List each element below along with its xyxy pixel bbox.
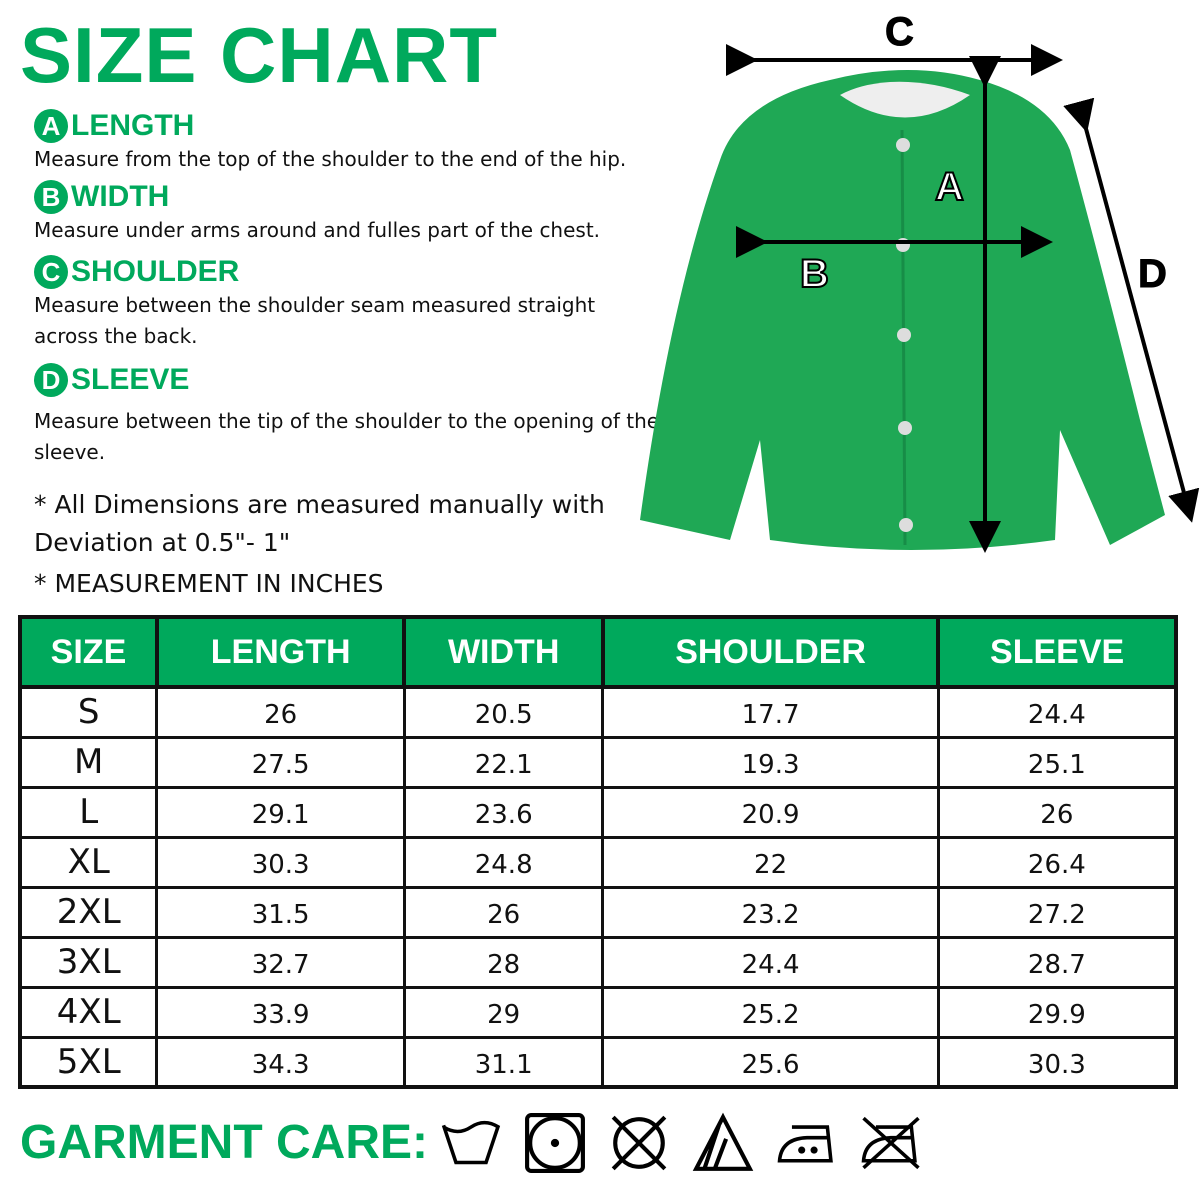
section-length: A LENGTH Measure from the top of the shou… bbox=[34, 108, 626, 175]
label-a: A bbox=[935, 165, 964, 209]
badge-a: A bbox=[34, 109, 68, 143]
table-row: L 29.1 23.6 20.9 26 bbox=[18, 785, 1178, 839]
bleach-icon bbox=[692, 1112, 754, 1171]
measure-cell: 23.2 bbox=[601, 885, 940, 939]
measure-cell: 20.5 bbox=[402, 685, 605, 739]
section-heading: SHOULDER bbox=[71, 255, 240, 288]
label-d: D bbox=[1138, 252, 1167, 296]
section-heading: SLEEVE bbox=[71, 363, 190, 396]
section-shoulder: C SHOULDER Measure between the shoulder s… bbox=[34, 254, 664, 352]
header-shoulder: SHOULDER bbox=[600, 615, 941, 689]
size-cell: 4XL bbox=[18, 985, 159, 1039]
table-row: XL 30.3 24.8 22 26.4 bbox=[18, 835, 1178, 889]
table-row: 4XL 33.9 29 25.2 29.9 bbox=[18, 985, 1178, 1039]
table-row: M 27.5 22.1 19.3 25.1 bbox=[18, 735, 1178, 789]
table-row: 5XL 34.3 31.1 25.6 30.3 bbox=[18, 1035, 1178, 1089]
measure-cell: 32.7 bbox=[155, 935, 406, 989]
measure-cell: 27.5 bbox=[155, 735, 406, 789]
measure-cell: 33.9 bbox=[155, 985, 406, 1039]
size-cell: 5XL bbox=[18, 1035, 159, 1089]
measure-cell: 25.2 bbox=[601, 985, 940, 1039]
size-cell: 2XL bbox=[18, 885, 159, 939]
measure-cell: 23.6 bbox=[402, 785, 605, 839]
size-table: SIZE LENGTH WIDTH SHOULDER SLEEVE S 26 20.… bbox=[18, 615, 1178, 1089]
header-length: LENGTH bbox=[154, 615, 407, 689]
measure-cell: 26 bbox=[402, 885, 605, 939]
badge-b: B bbox=[34, 180, 68, 214]
measure-cell: 26 bbox=[155, 685, 406, 739]
section-sleeve: D SLEEVE Measure between the tip of the s… bbox=[34, 362, 664, 468]
measure-cell: 24.8 bbox=[402, 835, 605, 889]
measure-cell: 29 bbox=[402, 985, 605, 1039]
measure-cell: 31.1 bbox=[402, 1035, 605, 1089]
measure-cell: 24.4 bbox=[601, 935, 940, 989]
measure-cell: 26.4 bbox=[936, 835, 1178, 889]
size-cell: L bbox=[18, 785, 159, 839]
measure-cell: 22.1 bbox=[402, 735, 605, 789]
section-heading: WIDTH bbox=[71, 180, 170, 213]
measure-cell: 27.2 bbox=[936, 885, 1178, 939]
size-cell: S bbox=[18, 685, 159, 739]
measure-cell: 24.4 bbox=[936, 685, 1178, 739]
measure-cell: 31.5 bbox=[155, 885, 406, 939]
tumble-dry-icon bbox=[525, 1113, 585, 1173]
measure-cell: 22 bbox=[601, 835, 940, 889]
measure-cell: 17.7 bbox=[601, 685, 940, 739]
section-width: B WIDTH Measure under arms around and ful… bbox=[34, 179, 600, 246]
measure-cell: 28 bbox=[402, 935, 605, 989]
label-c: C bbox=[885, 10, 914, 54]
table-row: 3XL 32.7 28 24.4 28.7 bbox=[18, 935, 1178, 989]
table-row: 2XL 31.5 26 23.2 27.2 bbox=[18, 885, 1178, 939]
cardigan-diagram: C A B D bbox=[640, 10, 1200, 553]
size-cell: M bbox=[18, 735, 159, 789]
measure-cell: 28.7 bbox=[936, 935, 1178, 989]
section-text: Measure between the shoulder seam measur… bbox=[34, 293, 596, 348]
header-width: WIDTH bbox=[402, 615, 605, 689]
note-units: * MEASUREMENT IN INCHES bbox=[34, 569, 384, 598]
header-sleeve: SLEEVE bbox=[936, 615, 1178, 689]
page-title: SIZE CHART bbox=[20, 11, 498, 99]
section-text: Measure between the tip of the shoulder … bbox=[34, 409, 660, 464]
section-text: Measure from the top of the shoulder to … bbox=[34, 147, 627, 171]
measure-cell: 19.3 bbox=[601, 735, 940, 789]
wash-basin-icon bbox=[441, 1120, 501, 1165]
measure-cell: 30.3 bbox=[936, 1035, 1178, 1089]
measure-cell: 20.9 bbox=[601, 785, 940, 839]
measure-cell: 25.1 bbox=[936, 735, 1178, 789]
section-text: Measure under arms around and fulles par… bbox=[34, 218, 601, 242]
size-cell: XL bbox=[18, 835, 159, 889]
note-deviation: * All Dimensions are measured manually w… bbox=[34, 490, 605, 557]
do-not-iron-icon bbox=[861, 1116, 920, 1170]
measure-cell: 29.1 bbox=[155, 785, 406, 839]
do-not-dry-clean-icon bbox=[611, 1115, 667, 1171]
table-row: S 26 20.5 17.7 24.4 bbox=[18, 685, 1178, 739]
measure-cell: 34.3 bbox=[155, 1035, 406, 1089]
label-b: B bbox=[800, 252, 829, 296]
iron-medium-icon bbox=[777, 1125, 833, 1163]
measure-cell: 25.6 bbox=[601, 1035, 940, 1089]
garment-care-label: GARMENT CARE: bbox=[20, 1116, 428, 1169]
header-size: SIZE bbox=[18, 615, 159, 689]
measure-cell: 29.9 bbox=[936, 985, 1178, 1039]
measure-cell: 26 bbox=[936, 785, 1178, 839]
size-cell: 3XL bbox=[18, 935, 159, 989]
badge-d: D bbox=[34, 363, 68, 397]
care-icons bbox=[440, 1112, 922, 1174]
section-heading: LENGTH bbox=[71, 109, 195, 142]
badge-c: C bbox=[34, 255, 68, 289]
measure-cell: 30.3 bbox=[155, 835, 406, 889]
